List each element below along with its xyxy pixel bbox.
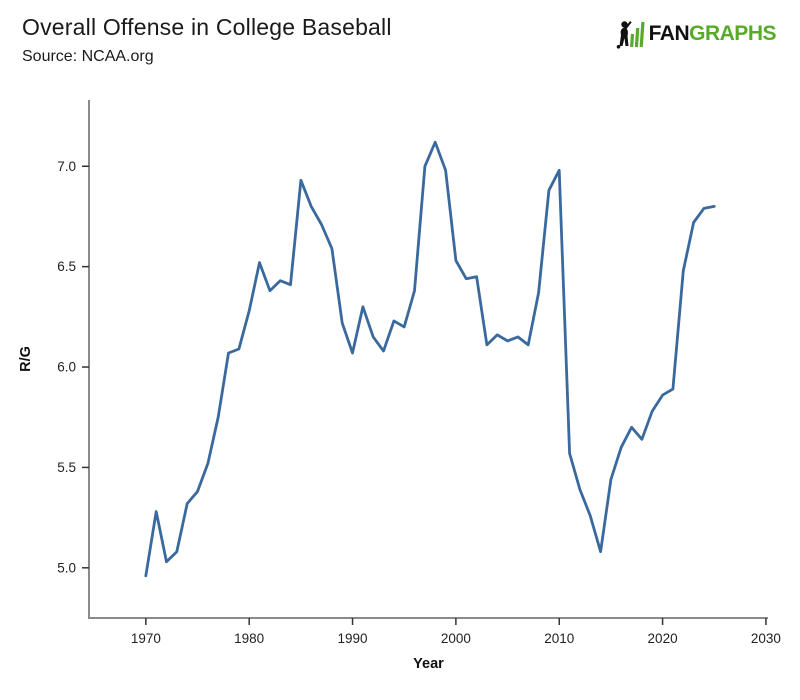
y-tick-label: 5.0 <box>57 560 76 575</box>
fangraphs-batter-icon <box>616 21 645 49</box>
chart-header: Overall Offense in College Baseball Sour… <box>22 14 392 66</box>
chart-source: Source: NCAA.org <box>22 48 154 65</box>
logo-text-fan: FAN <box>648 22 690 45</box>
y-axis-title: R/G <box>18 346 34 372</box>
logo-text: FANGRAPHS <box>648 22 777 46</box>
fangraphs-logo: FANGRAPHS <box>616 18 776 50</box>
x-tick-label: 1980 <box>234 631 264 646</box>
x-tick-label: 2010 <box>544 631 574 646</box>
x-tick-label: 2000 <box>441 631 471 646</box>
rg-line-series <box>144 140 716 578</box>
y-tick-label: 6.5 <box>57 259 76 274</box>
x-axis-title: Year <box>413 656 444 672</box>
x-tick-label: 2020 <box>648 631 678 646</box>
x-tick-label: 1990 <box>338 631 368 646</box>
y-tick-label: 5.5 <box>57 460 76 475</box>
logo-text-graphs: GRAPHS <box>689 22 776 45</box>
x-tick-label: 1970 <box>131 631 161 646</box>
x-tick-label: 2030 <box>751 631 781 646</box>
y-tick-label: 7.0 <box>57 159 76 174</box>
chart-title: Overall Offense in College Baseball <box>22 14 392 40</box>
y-tick-label: 6.0 <box>57 360 76 375</box>
